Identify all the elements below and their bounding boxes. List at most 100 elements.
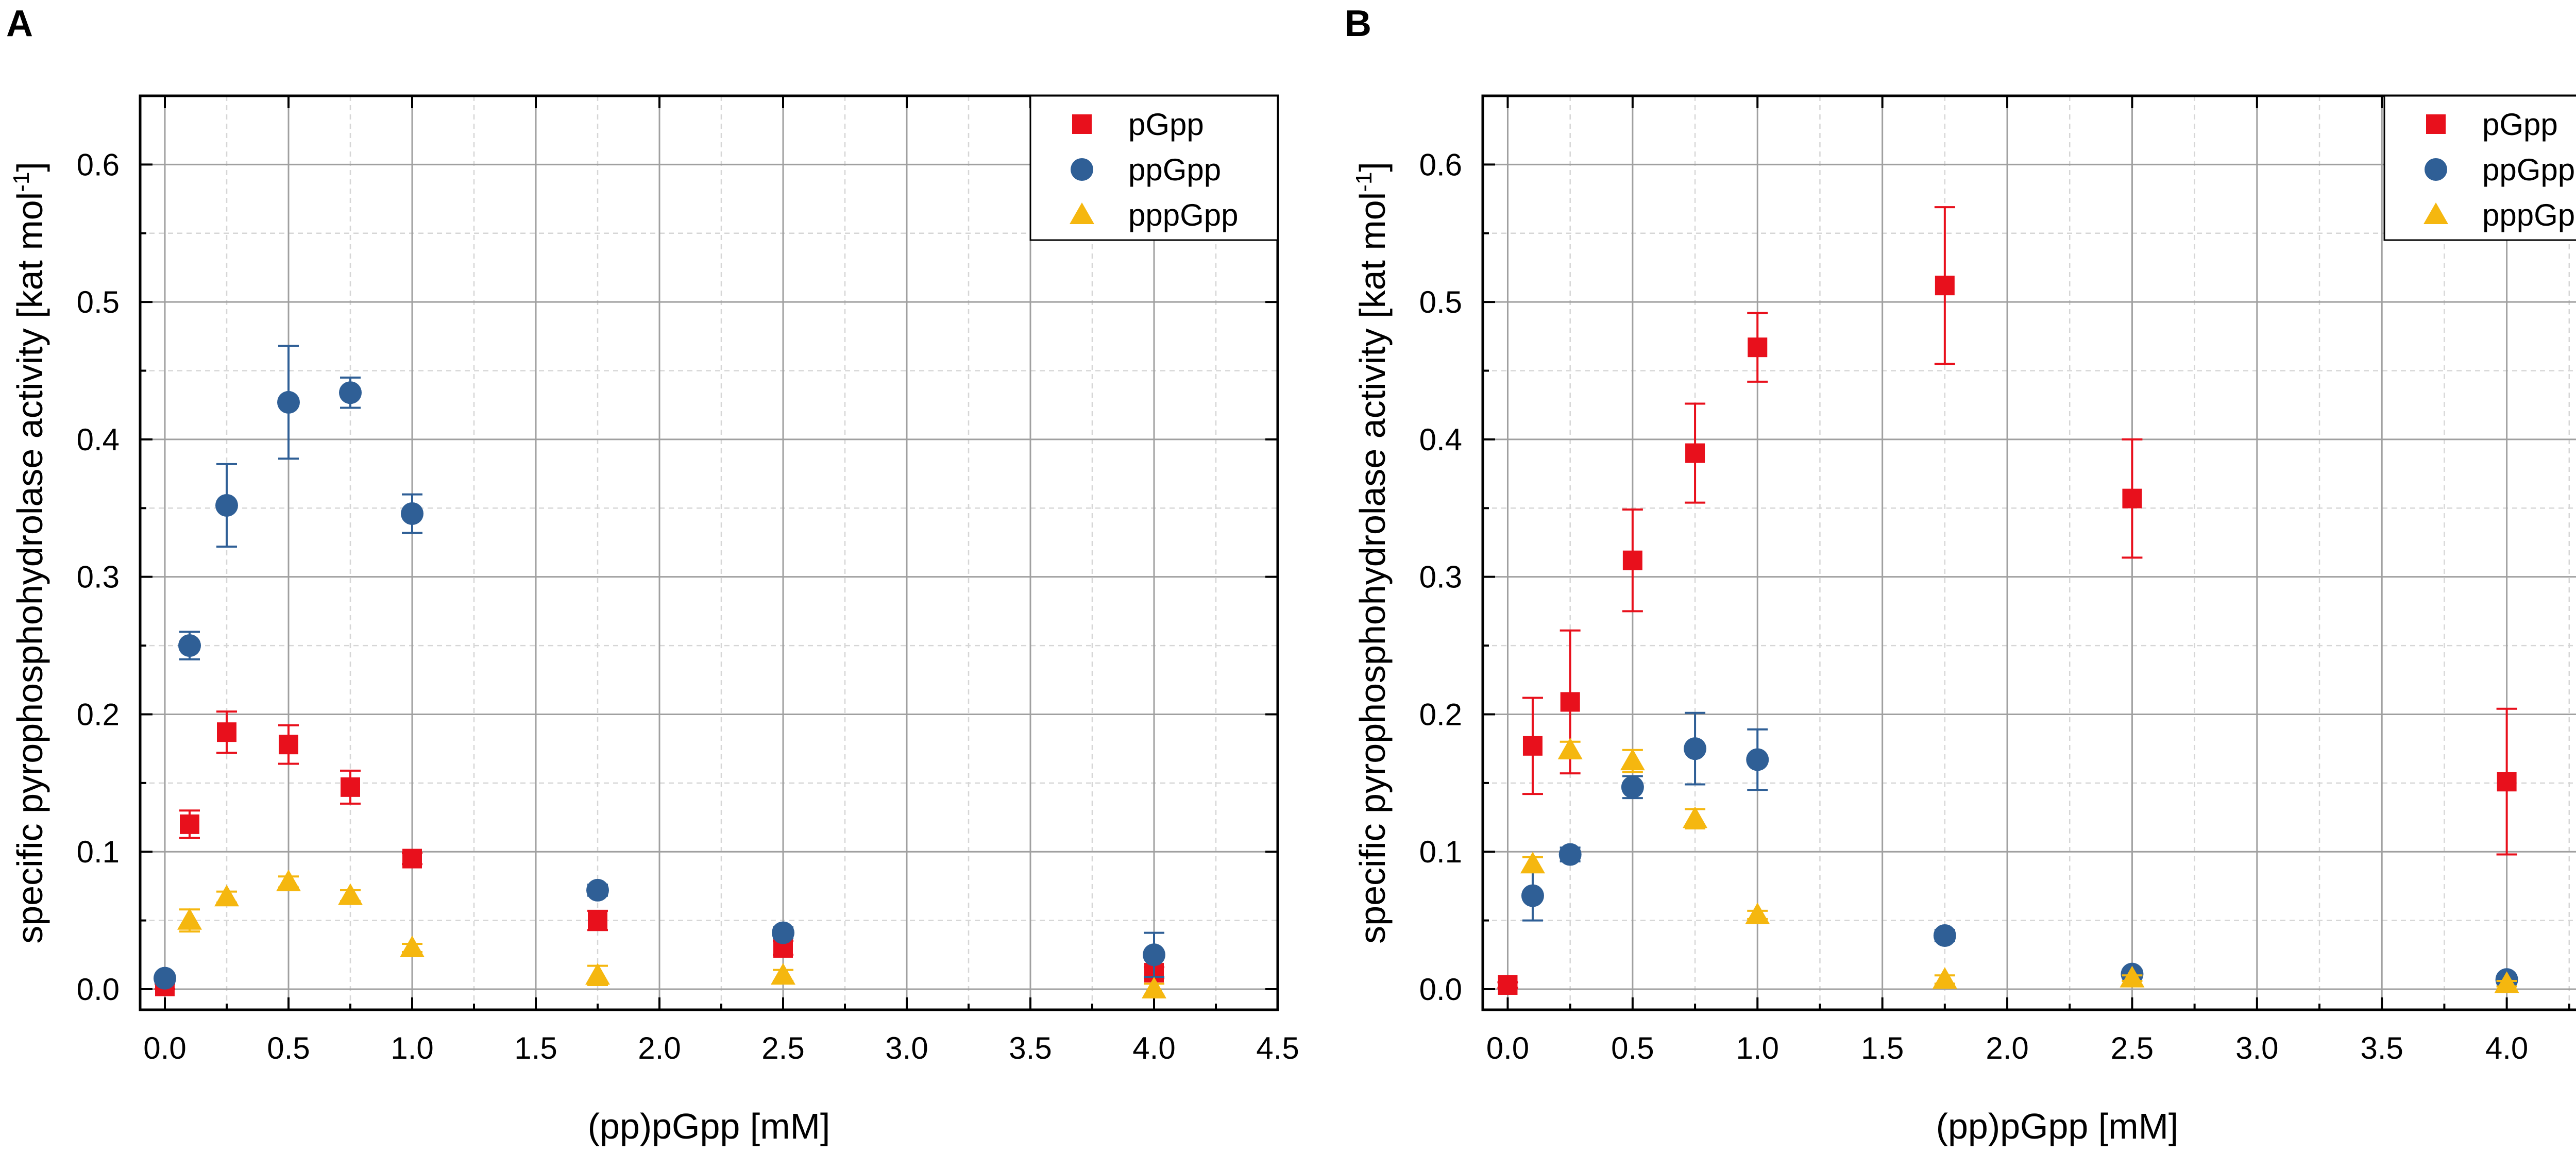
data-point-pGpp: [1935, 276, 1955, 296]
data-point-pppGpp: [276, 869, 301, 891]
y-tick-label: 0.6: [1419, 147, 1462, 182]
y-tick-label: 0.6: [77, 147, 120, 182]
data-point-pppGpp: [338, 883, 363, 905]
data-point-pGpp: [1560, 692, 1580, 712]
y-tick-label: 0.3: [1419, 560, 1462, 595]
legend-label: pGpp: [2482, 107, 2558, 142]
plot-frame: [139, 94, 1279, 1011]
y-axis-title: specific pyrophosphohydrolase activity […: [1351, 162, 1393, 944]
y-tick-label: 0.1: [77, 835, 120, 869]
x-tick-label: 3.5: [2361, 1031, 2403, 1065]
data-point-ppGpp: [1621, 775, 1644, 799]
data-point-ppGpp: [772, 921, 794, 944]
x-tick-label: 0.0: [1486, 1031, 1529, 1065]
data-point-pppGpp: [400, 935, 425, 957]
y-tick-label: 0.4: [77, 422, 120, 457]
x-tick-label: 2.5: [761, 1031, 804, 1065]
series-pppGpp: [177, 869, 1166, 998]
y-tick-label: 0.3: [77, 560, 120, 595]
data-point-pGpp: [2497, 772, 2517, 792]
legend-label: pppGpp: [2482, 198, 2576, 232]
y-axis-title: specific pyrophosphohydrolase activity […: [9, 162, 50, 944]
legend-marker-pGpp: [2426, 114, 2446, 134]
data-point-pppGpp: [1683, 806, 1708, 828]
x-tick-label: 0.0: [143, 1031, 186, 1065]
data-point-pGpp: [1622, 550, 1642, 570]
y-axis-title-bracket: ]: [1352, 162, 1393, 172]
y-axis-title-superscript: -1: [9, 172, 34, 192]
data-point-ppGpp: [401, 502, 423, 525]
x-tick-label: 2.0: [1986, 1031, 2028, 1065]
y-tick-label: 0.0: [77, 972, 120, 1007]
y-axis-title-main: specific pyrophosphohydrolase activity […: [10, 192, 50, 944]
x-tick-label: 1.5: [1861, 1031, 1904, 1065]
x-axis-title: (pp)pGpp [mM]: [1936, 1106, 2179, 1146]
y-tick-label: 0.1: [1419, 835, 1462, 869]
y-axis-title-superscript: -1: [1351, 172, 1377, 192]
legend: pGpp ppGpp pppGpp: [1029, 95, 1279, 241]
data-point-pppGpp: [2494, 971, 2519, 993]
data-point-ppGpp: [277, 391, 300, 414]
data-point-pGpp: [279, 735, 298, 755]
data-point-pGpp: [1498, 975, 1518, 995]
x-tick-label: 2.5: [2111, 1031, 2154, 1065]
data-point-pGpp: [2122, 488, 2142, 508]
data-point-ppGpp: [1684, 737, 1707, 760]
data-point-pppGpp: [1520, 852, 1545, 874]
data-point-pGpp: [402, 849, 422, 869]
panel-b: B0.00.51.01.52.02.53.03.54.04.50.00.10.2…: [1345, 3, 2576, 1146]
legend-marker-pppGpp: [1070, 202, 1094, 224]
data-point-pppGpp: [1932, 967, 1957, 989]
panel-a: A 0.0 0.5 1.0 1.5 2.0 2.5 3.0 3.5 4.0 4.5 0.0 0.1 0.2…: [6, 3, 1299, 1146]
data-point-pGpp: [588, 910, 607, 930]
legend-label: ppGpp: [2482, 152, 2575, 187]
data-point-pGpp: [217, 722, 236, 742]
data-point-pppGpp: [1557, 737, 1583, 759]
x-tick-label: 4.5: [1256, 1031, 1299, 1065]
legend-label: pGpp: [1128, 107, 1204, 142]
x-tick-label: 1.5: [514, 1031, 557, 1065]
data-point-pppGpp: [1620, 749, 1645, 771]
legend-label: pppGpp: [1128, 198, 1239, 232]
x-tick-label: 4.0: [1132, 1031, 1175, 1065]
data-point-pppGpp: [771, 963, 795, 985]
data-point-ppGpp: [154, 967, 176, 990]
panel-letter: A: [6, 3, 33, 44]
data-point-pGpp: [1685, 443, 1705, 463]
y-tick-label: 0.5: [1419, 285, 1462, 319]
data-point-ppGpp: [1143, 943, 1165, 967]
x-tick-label: 3.0: [2235, 1031, 2278, 1065]
data-point-ppGpp: [1521, 884, 1544, 907]
panel-letter: B: [1345, 3, 1371, 44]
data-point-pGpp: [1522, 736, 1543, 756]
y-tick-label: 0.2: [77, 697, 120, 732]
data-point-pGpp: [1748, 337, 1768, 358]
data-point-pGpp: [180, 814, 199, 834]
x-tick-label: 1.0: [391, 1031, 433, 1065]
series-ppGpp: [1521, 711, 2518, 991]
x-tick-label: 2.0: [638, 1031, 681, 1065]
legend-marker-pGpp: [1072, 114, 1092, 134]
data-point-ppGpp: [1933, 924, 1956, 947]
data-point-pGpp: [341, 777, 360, 797]
data-point-ppGpp: [215, 494, 238, 517]
data-point-pppGpp: [1142, 976, 1166, 998]
data-point-ppGpp: [1558, 843, 1582, 866]
y-tick-label: 0.4: [1419, 422, 1462, 457]
y-tick-label: 0.2: [1419, 697, 1462, 732]
x-tick-label: 0.5: [267, 1031, 310, 1065]
x-tick-label: 4.0: [2485, 1031, 2528, 1065]
legend-box: [2383, 95, 2576, 241]
series-pppGpp: [1520, 737, 2519, 993]
data-point-pppGpp: [585, 963, 610, 985]
x-tick-label: 3.5: [1009, 1031, 1052, 1065]
y-axis-title-main: specific pyrophosphohydrolase activity […: [1352, 192, 1393, 944]
data-point-ppGpp: [586, 878, 609, 902]
data-point-ppGpp: [178, 634, 201, 657]
data-point-pppGpp: [2120, 965, 2145, 988]
data-point-pppGpp: [214, 885, 239, 907]
y-axis-title-bracket: ]: [10, 162, 50, 172]
legend-marker-pppGpp: [2424, 202, 2448, 224]
legend: pGpp ppGpp pppGpp: [2383, 95, 2576, 241]
